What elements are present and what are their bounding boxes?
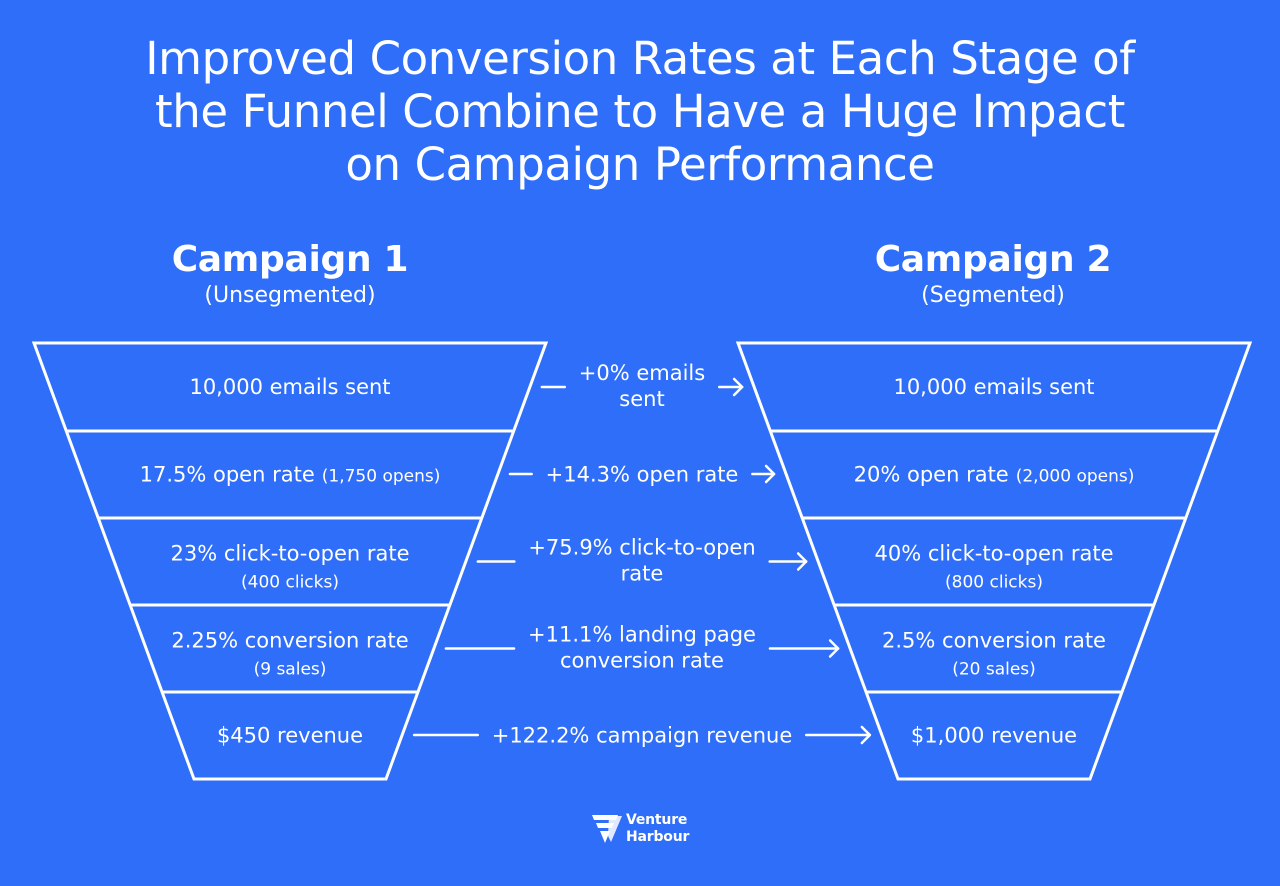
title-line-2: the Funnel Combine to Have a Huge Impact — [155, 85, 1125, 138]
campaign-1-stage-5-label: $450 revenue — [217, 724, 363, 748]
comparison-5-label: +122.2% campaign revenue — [492, 724, 793, 748]
campaign-1-stage-4-detail: (9 sales) — [254, 660, 327, 680]
campaign-1-stage-4-label: 2.25% conversion rate — [171, 629, 408, 653]
comparison-3-label: rate — [621, 562, 664, 586]
campaign-2-subtitle: (Segmented) — [921, 283, 1065, 308]
title-line-1: Improved Conversion Rates at Each Stage … — [145, 32, 1135, 85]
title-line-3: on Campaign Performance — [345, 138, 935, 191]
comparison-4-arrow — [444, 639, 840, 658]
campaign-1-stage-1-label: 10,000 emails sent — [189, 375, 390, 399]
campaign-1-name: Campaign 1 — [171, 239, 409, 280]
logo-line-1: Venture — [626, 812, 688, 828]
campaign-1-funnel: 10,000 emails sent 17.5% open rate (1,750 … — [31, 341, 549, 781]
logo-line-2: Harbour — [626, 829, 690, 845]
campaign-1-stage-3-detail: (400 clicks) — [241, 573, 339, 593]
comparison-1-label: sent — [619, 387, 664, 411]
page-title: Improved Conversion Rates at Each Stage … — [60, 32, 1220, 191]
campaign-2-funnel-outline — [735, 341, 1253, 781]
campaign-2-stage-3-label: 40% click-to-open rate — [874, 542, 1113, 566]
campaign-2-stage-5-label: $1,000 revenue — [911, 724, 1077, 748]
comparison-1-label: +0% emails — [579, 361, 705, 385]
comparison-5-arrow — [412, 725, 872, 745]
campaign-1-stage-3-label: 23% click-to-open rate — [170, 542, 409, 566]
comparison-3-arrow — [476, 552, 808, 571]
venture-harbour-logo-icon — [592, 815, 622, 843]
campaign-2-stage-4-label: 2.5% conversion rate — [882, 629, 1106, 653]
campaign-2-name: Campaign 2 — [874, 239, 1112, 280]
campaign-1-subtitle: (Unsegmented) — [204, 283, 376, 308]
campaign-1-stage-2-label: 17.5% open rate (1,750 opens) — [140, 463, 441, 487]
comparison-4-label: conversion rate — [560, 649, 724, 673]
campaign-2-stage-3-detail: (800 clicks) — [945, 573, 1043, 593]
comparison-4-label: +11.1% landing page — [528, 623, 756, 647]
comparison-2-arrow — [508, 464, 776, 484]
venture-harbour-logo-text: Venture Harbour — [626, 812, 689, 846]
comparison-3-label: +75.9% click-to-open — [528, 536, 755, 560]
campaign-2-funnel: 10,000 emails sent 20% open rate (2,000 op… — [735, 341, 1253, 781]
campaign-2-stage-2-label: 20% open rate (2,000 opens) — [854, 463, 1135, 487]
campaign-1-header: Campaign 1 (Unsegmented) — [80, 238, 500, 310]
campaign-2-stage-4-detail: (20 sales) — [952, 660, 1036, 680]
campaign-1-funnel-outline — [31, 341, 549, 781]
campaign-2-stage-1-label: 10,000 emails sent — [893, 375, 1094, 399]
campaign-2-header: Campaign 2 (Segmented) — [783, 238, 1203, 310]
comparison-2-label: +14.3% open rate — [546, 463, 739, 487]
comparison-1-arrow — [540, 377, 744, 397]
